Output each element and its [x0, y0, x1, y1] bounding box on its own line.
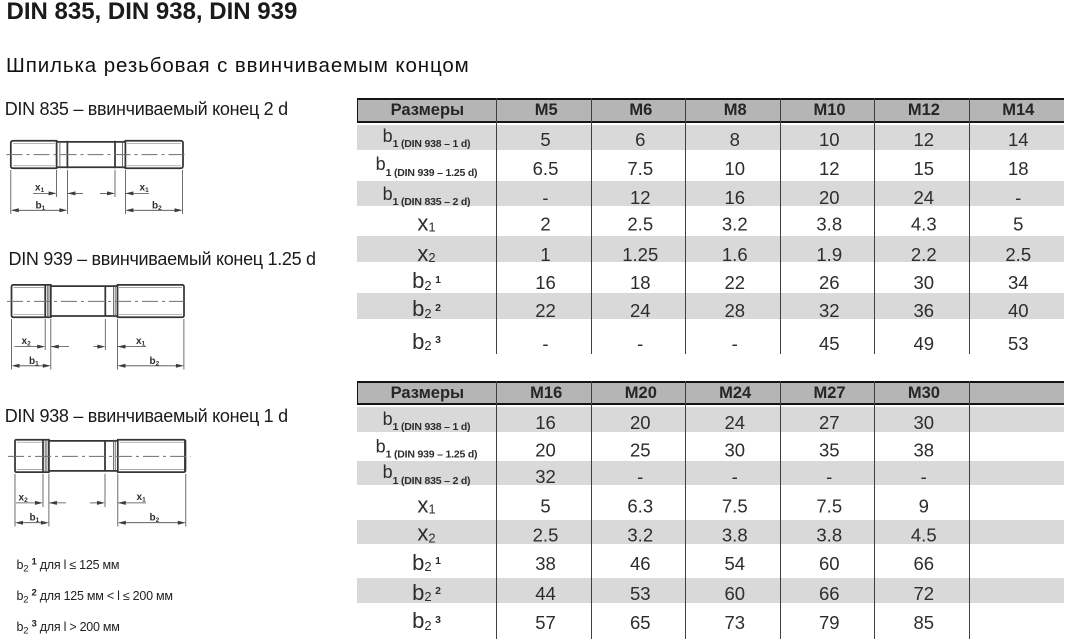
svg-text:x2: x2 [19, 492, 29, 504]
svg-text:b1: b1 [29, 356, 39, 368]
svg-text:x1: x1 [140, 183, 150, 195]
svg-text:b2: b2 [150, 513, 160, 525]
svg-text:b2: b2 [152, 200, 162, 212]
svg-text:x1: x1 [35, 183, 45, 195]
svg-text:x1: x1 [137, 492, 147, 504]
svg-text:b1: b1 [30, 513, 40, 525]
svg-text:x2: x2 [22, 336, 32, 348]
svg-text:b1: b1 [36, 200, 46, 212]
svg-text:b2: b2 [150, 356, 160, 368]
svg-text:x1: x1 [136, 336, 146, 348]
